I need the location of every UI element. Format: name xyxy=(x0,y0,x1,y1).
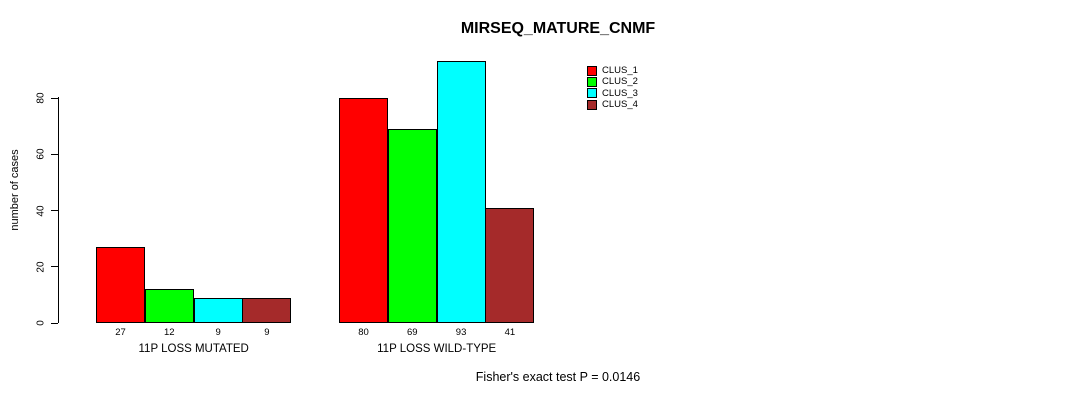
group-label: 11P LOSS WILD-TYPE xyxy=(377,343,497,355)
legend-label: CLUS_2 xyxy=(602,76,638,88)
legend-label: CLUS_1 xyxy=(602,65,638,77)
bar-clus_2-1 xyxy=(144,289,194,323)
legend-item-clus_4: CLUS_4 xyxy=(587,99,638,110)
bar-value-label: 27 xyxy=(115,327,126,338)
bar-clus_1-2 xyxy=(339,98,388,323)
y-tick-label: 40 xyxy=(35,204,47,217)
bar-clus_3-1 xyxy=(193,297,243,323)
legend-label: CLUS_4 xyxy=(602,99,638,111)
bar-value-label: 80 xyxy=(358,327,369,338)
chart-title: MIRSEQ_MATURE_CNMF xyxy=(460,20,656,37)
legend-item-clus_2: CLUS_2 xyxy=(587,76,638,87)
bar-value-label: 41 xyxy=(504,327,516,338)
bar-value-label: 9 xyxy=(264,327,270,338)
bar-clus_4-1 xyxy=(242,297,292,323)
legend-item-clus_3: CLUS_3 xyxy=(587,88,638,99)
legend-item-clus_1: CLUS_1 xyxy=(587,65,638,76)
y-tick-label: 80 xyxy=(35,92,47,104)
y-tick xyxy=(51,266,58,268)
legend-swatch-icon xyxy=(587,88,597,99)
footer-annotation: Fisher's exact test P = 0.0146 xyxy=(475,370,641,384)
bar-value-label: 9 xyxy=(215,327,221,338)
group-label: 11P LOSS MUTATED xyxy=(138,343,249,355)
legend-swatch-icon xyxy=(587,99,597,110)
y-tick-label: 60 xyxy=(35,148,47,160)
y-tick xyxy=(51,97,58,99)
bar-clus_2-2 xyxy=(387,128,437,323)
bar-clus_4-2 xyxy=(485,207,535,323)
y-tick xyxy=(51,210,58,211)
legend-swatch-icon xyxy=(587,65,597,76)
bar-value-label: 69 xyxy=(407,327,418,338)
legend-swatch-icon xyxy=(587,76,597,87)
bar-value-label: 12 xyxy=(164,327,175,338)
legend-label: CLUS_3 xyxy=(602,87,638,99)
y-tick xyxy=(51,153,58,155)
bar-clus_1-1 xyxy=(96,247,145,323)
legend: CLUS_1 CLUS_2 CLUS_3 CLUS_4 xyxy=(587,65,638,110)
y-tick-label: 0 xyxy=(35,320,47,326)
y-axis-line xyxy=(58,97,59,323)
bar-value-label: 93 xyxy=(455,327,467,338)
y-tick xyxy=(51,322,58,324)
bar-clus_3-2 xyxy=(436,61,486,323)
y-axis-title: number of cases xyxy=(9,149,21,231)
y-tick-label: 20 xyxy=(35,261,47,273)
